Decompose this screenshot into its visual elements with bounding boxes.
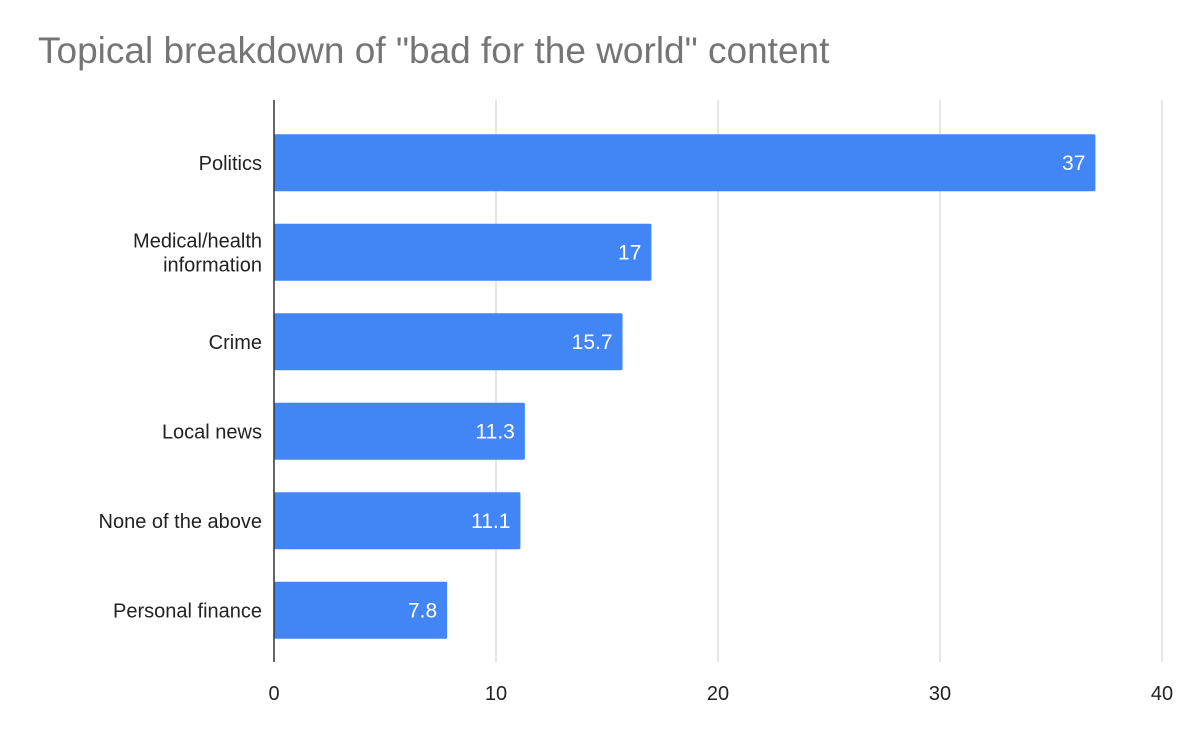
labels: 0 10 20 30 40 37 Politics 17 Medical/healthinfor… (99, 152, 1174, 705)
category-label: Medical/health (133, 230, 262, 252)
bar (274, 581, 448, 639)
x-tick-label: 40 (1151, 683, 1173, 705)
x-tick-label: 0 (268, 683, 279, 705)
gridlines (495, 100, 1163, 662)
bar (274, 492, 521, 550)
bar-value-label: 11.3 (476, 420, 515, 443)
category-label: Personal finance (113, 600, 262, 622)
category-label: Local news (162, 421, 262, 443)
bar (274, 402, 525, 460)
x-tick-label: 30 (929, 683, 951, 705)
bar-value-label: 37 (1062, 152, 1085, 175)
category-label: Politics (199, 153, 262, 175)
chart-title: Topical breakdown of "bad for the world"… (38, 30, 830, 71)
bar-value-label: 17 (618, 241, 641, 264)
category-label: information (163, 254, 262, 276)
category-label: Crime (209, 332, 262, 354)
bar-value-label: 15.7 (572, 331, 613, 354)
x-tick-label: 10 (485, 683, 507, 705)
bar (274, 223, 652, 281)
bar-value-label: 11.1 (471, 510, 510, 533)
category-label: None of the above (99, 511, 262, 533)
x-tick-label: 20 (707, 683, 729, 705)
bars (274, 134, 1096, 639)
bar (274, 134, 1096, 192)
bar-value-label: 7.8 (408, 599, 437, 622)
bar (274, 313, 623, 371)
